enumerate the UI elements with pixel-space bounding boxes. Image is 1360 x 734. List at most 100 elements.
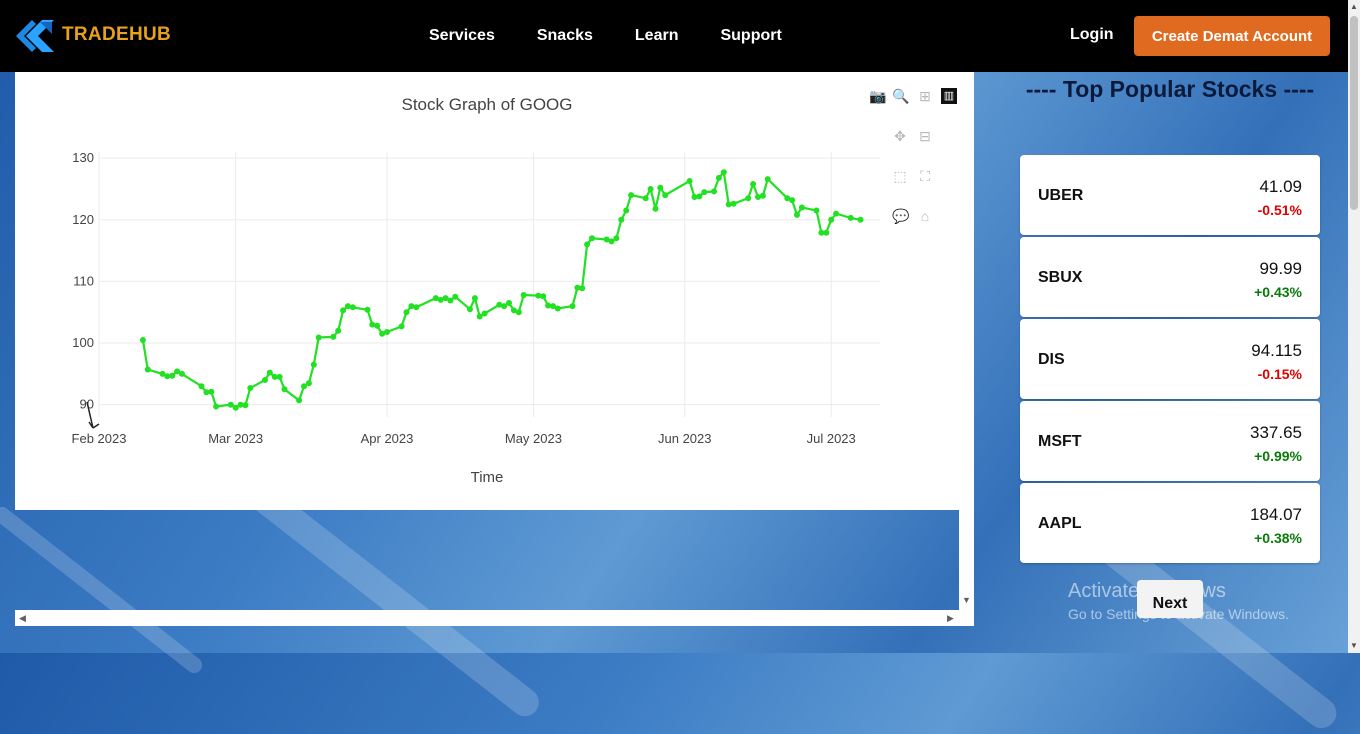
data-point[interactable] [711, 188, 717, 195]
scroll-up-arrow-icon[interactable]: ▲ [1350, 2, 1358, 11]
zoom-in-icon[interactable]: ⊞ [919, 88, 931, 104]
data-point[interactable] [467, 306, 473, 313]
data-point[interactable] [159, 370, 166, 377]
data-point[interactable] [784, 195, 791, 202]
reset-axes-icon[interactable]: ⌂ [920, 208, 930, 224]
chart-frame-vertical-scrollbar[interactable]: ▼ [959, 72, 974, 610]
data-point[interactable] [208, 388, 215, 395]
data-point[interactable] [584, 241, 591, 248]
stock-card-uber[interactable]: UBER 41.09 -0.51% [1020, 155, 1320, 235]
data-point[interactable] [652, 205, 659, 212]
data-point[interactable] [432, 295, 439, 302]
data-point[interactable] [701, 189, 708, 196]
data-point[interactable] [501, 303, 508, 310]
data-point[interactable] [764, 176, 771, 183]
data-point[interactable] [139, 337, 146, 343]
data-point[interactable] [847, 214, 854, 221]
data-point[interactable] [750, 181, 757, 187]
data-point[interactable] [169, 372, 176, 379]
data-point[interactable] [330, 333, 337, 340]
scrollbar-thumb[interactable] [1350, 16, 1358, 210]
pan-icon[interactable]: ✥ [894, 128, 906, 144]
data-point[interactable] [545, 302, 552, 309]
stock-card-aapl[interactable]: AAPL 184.07 +0.38% [1020, 483, 1320, 563]
data-point[interactable] [813, 207, 820, 214]
data-point[interactable] [657, 184, 664, 191]
data-point[interactable] [496, 301, 503, 308]
data-point[interactable] [174, 368, 181, 375]
data-point[interactable] [857, 216, 864, 223]
data-point[interactable] [179, 370, 185, 377]
data-point[interactable] [481, 310, 488, 317]
data-point[interactable] [828, 216, 835, 223]
data-point[interactable] [262, 377, 268, 383]
data-point[interactable] [662, 192, 669, 199]
data-point[interactable] [437, 296, 444, 303]
data-point[interactable] [642, 195, 649, 202]
data-point[interactable] [794, 211, 800, 218]
data-point[interactable] [506, 300, 512, 306]
data-point[interactable] [686, 178, 693, 184]
data-point[interactable] [447, 297, 454, 304]
zoom-out-icon[interactable]: ⊟ [919, 128, 931, 144]
data-point[interactable] [789, 197, 796, 204]
bar-chart-logo-icon[interactable]: ▥ [941, 88, 957, 104]
data-point[interactable] [305, 380, 312, 387]
data-point[interactable] [247, 385, 254, 391]
data-point[interactable] [452, 293, 459, 300]
data-point[interactable] [823, 229, 830, 236]
data-point[interactable] [550, 303, 556, 310]
nav-support[interactable]: Support [720, 27, 782, 44]
nav-learn[interactable]: Learn [634, 27, 679, 44]
data-point[interactable] [745, 195, 752, 202]
data-point[interactable] [203, 389, 210, 396]
data-point[interactable] [364, 306, 371, 313]
data-point[interactable] [237, 401, 244, 408]
data-point[interactable] [266, 369, 273, 376]
data-point[interactable] [833, 210, 840, 217]
data-point[interactable] [340, 307, 347, 314]
data-point[interactable] [535, 292, 542, 299]
nav-snacks[interactable]: Snacks [536, 27, 593, 44]
data-point[interactable] [476, 313, 483, 320]
data-point[interactable] [628, 192, 635, 199]
data-point[interactable] [715, 174, 722, 181]
data-point[interactable] [242, 402, 249, 409]
data-point[interactable] [276, 373, 283, 380]
data-point[interactable] [691, 194, 698, 200]
login-link[interactable]: Login [1070, 26, 1114, 43]
data-point[interactable] [540, 293, 547, 300]
data-point[interactable] [213, 403, 220, 410]
data-point[interactable] [608, 238, 615, 245]
camera-icon[interactable]: 📷 [869, 88, 887, 104]
data-point[interactable] [344, 303, 351, 310]
page-scrollbar[interactable]: ▲ ▼ [1348, 0, 1360, 653]
data-point[interactable] [144, 366, 151, 373]
chart-frame-horizontal-scrollbar[interactable]: ◀ ▶ [15, 610, 974, 626]
data-point[interactable] [515, 309, 522, 316]
data-point[interactable] [725, 201, 732, 208]
nav-services[interactable]: Services [429, 27, 495, 44]
data-point[interactable] [271, 373, 278, 380]
autoscale-icon[interactable]: ⛶ [920, 168, 930, 184]
data-point[interactable] [623, 207, 630, 214]
data-point[interactable] [369, 321, 376, 328]
data-point[interactable] [759, 192, 766, 199]
data-point[interactable] [379, 330, 386, 337]
data-point[interactable] [408, 303, 415, 310]
create-demat-account-button[interactable]: Create Demat Account [1134, 16, 1330, 56]
scroll-right-arrow-icon[interactable]: ▶ [947, 613, 954, 623]
data-point[interactable] [315, 334, 322, 341]
next-button[interactable]: Next [1137, 580, 1203, 618]
data-point[interactable] [647, 186, 654, 192]
data-point[interactable] [589, 235, 595, 242]
data-point[interactable] [730, 200, 737, 207]
scroll-down-arrow-icon[interactable]: ▼ [1350, 641, 1358, 650]
stock-card-sbux[interactable]: SBUX 99.99 +0.43% [1020, 237, 1320, 317]
data-point[interactable] [296, 397, 303, 404]
box-select-icon[interactable]: ⬚ [893, 168, 907, 184]
scroll-left-arrow-icon[interactable]: ◀ [19, 613, 26, 623]
data-point[interactable] [579, 285, 586, 292]
data-point[interactable] [384, 329, 390, 335]
data-point[interactable] [349, 304, 356, 311]
